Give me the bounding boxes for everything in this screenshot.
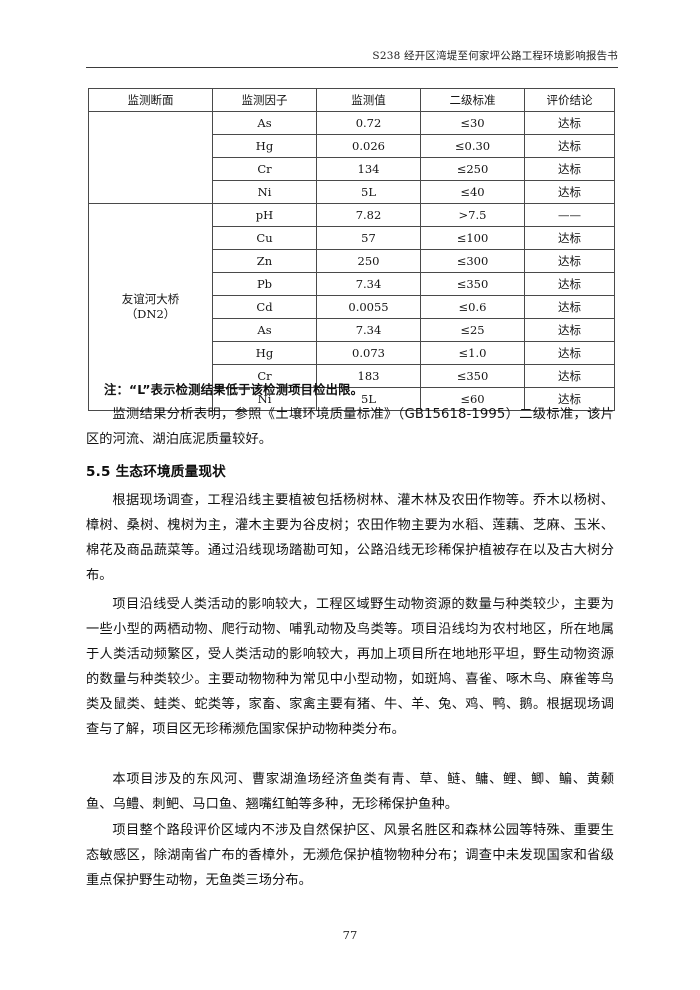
page-header: S238 经开区湾堤至何家坪公路工程环境影响报告书 xyxy=(86,48,618,74)
table-row: Cr 134 ≤250 达标 xyxy=(89,157,615,181)
cell-conclusion: 达标 xyxy=(524,157,615,181)
cell-factor: Ni xyxy=(212,387,317,411)
cell-standard: ≤40 xyxy=(420,180,525,204)
table-row: Pb 7.34 ≤350 达标 xyxy=(89,272,615,296)
cell-value: 5L xyxy=(316,180,421,204)
cell-factor: Hg xyxy=(212,341,317,365)
cell-factor: Zn xyxy=(212,249,317,273)
cell-value: 5L xyxy=(316,387,421,411)
column-header-section: 监测断面 xyxy=(88,88,213,112)
cell-value: 134 xyxy=(316,157,421,181)
cell-conclusion: 达标 xyxy=(524,111,615,135)
cell-value: 7.82 xyxy=(316,203,421,227)
paragraph-fish-species: 本项目涉及的东风河、曹家湖渔场经济鱼类有青、草、鲢、鳙、鲤、鲫、鳊、黄颡鱼、乌鳢… xyxy=(86,772,614,812)
column-header-standard: 二级标准 xyxy=(420,88,525,112)
table-row: Hg 0.026 ≤0.30 达标 xyxy=(89,134,615,158)
cell-factor: Cr xyxy=(212,157,317,181)
cell-factor: Cd xyxy=(212,295,317,319)
cell-standard: ≤60 xyxy=(420,387,525,411)
cell-standard: ≤30 xyxy=(420,111,525,135)
column-header-factor: 监测因子 xyxy=(212,88,317,112)
table-note: 注：“L”表示检测结果低于该检测项目检出限。 xyxy=(104,383,364,397)
table-row: As 7.34 ≤25 达标 xyxy=(89,318,615,342)
page-number: 77 xyxy=(342,928,358,942)
cell-standard: ≤25 xyxy=(420,318,525,342)
table-row: Ni 5L ≤40 达标 xyxy=(89,180,615,204)
section-heading-5-5: 5.5 生态环境质量现状 xyxy=(86,464,226,480)
cell-factor: pH xyxy=(212,203,317,227)
cell-factor: Ni xyxy=(212,180,317,204)
monitoring-results-table: 监测断面 监测因子 监测值 二级标准 评价结论 As 0.72 ≤30 达标 H xyxy=(88,88,615,411)
cell-factor: As xyxy=(212,111,317,135)
column-header-value: 监测值 xyxy=(316,88,421,112)
cell-value: 0.026 xyxy=(316,134,421,158)
cell-standard: ≤350 xyxy=(420,272,525,296)
cell-standard: ≤0.6 xyxy=(420,295,525,319)
header-rule xyxy=(86,67,618,68)
cell-standard: ≤250 xyxy=(420,157,525,181)
section-name-line2: （DN2） xyxy=(125,307,176,321)
cell-conclusion: 达标 xyxy=(524,249,615,273)
paragraph-protected-areas: 项目整个路段评价区域内不涉及自然保护区、风景名胜区和森林公园等特殊、重要生态敏感… xyxy=(86,823,614,888)
column-header-conclusion: 评价结论 xyxy=(524,88,615,112)
cell-value: 250 xyxy=(316,249,421,273)
cell-factor: Cu xyxy=(212,226,317,250)
cell-conclusion: 达标 xyxy=(524,318,615,342)
cell-value: 57 xyxy=(316,226,421,250)
paragraph-fauna: 项目沿线受人类活动的影响较大，工程区域野生动物资源的数量与种类较少，主要为一些小… xyxy=(86,597,614,737)
cell-conclusion: 达标 xyxy=(524,134,615,158)
cell-value: 0.72 xyxy=(316,111,421,135)
cell-value: 7.34 xyxy=(316,272,421,296)
cell-standard: ≤300 xyxy=(420,249,525,273)
cell-standard: ≤350 xyxy=(420,364,525,388)
cell-value: 0.0055 xyxy=(316,295,421,319)
cell-conclusion: 达标 xyxy=(524,272,615,296)
paragraph-vegetation: 根据现场调查，工程沿线主要植被包括杨树林、灌木林及农田作物等。乔木以杨树、樟树、… xyxy=(86,493,614,583)
monitoring-results-table-wrapper: 监测断面 监测因子 监测值 二级标准 评价结论 As 0.72 ≤30 达标 H xyxy=(88,88,615,411)
running-title: S238 经开区湾堤至何家坪公路工程环境影响报告书 xyxy=(372,50,618,62)
table-row: Hg 0.073 ≤1.0 达标 xyxy=(89,341,615,365)
section-cell-continued xyxy=(88,111,213,204)
cell-conclusion: 达标 xyxy=(524,226,615,250)
paragraph-soil-conclusion: 监测结果分析表明，参照《土壤环境质量标准》（GB15618-1995）二级标准，… xyxy=(86,407,614,447)
table-row: Cu 57 ≤100 达标 xyxy=(89,226,615,250)
cell-factor: As xyxy=(212,318,317,342)
cell-standard: ≤1.0 xyxy=(420,341,525,365)
cell-conclusion: 达标 xyxy=(524,387,615,411)
table-row: As 0.72 ≤30 达标 xyxy=(88,111,615,204)
cell-conclusion: 达标 xyxy=(524,295,615,319)
cell-value: 183 xyxy=(316,364,421,388)
cell-standard: >7.5 xyxy=(420,203,525,227)
cell-conclusion: —— xyxy=(524,203,615,227)
cell-factor: Hg xyxy=(212,134,317,158)
cell-conclusion: 达标 xyxy=(524,364,615,388)
cell-standard: ≤100 xyxy=(420,226,525,250)
table-row: 友谊河大桥 （DN2） pH 7.82 >7.5 —— xyxy=(88,203,615,411)
cell-value: 7.34 xyxy=(316,318,421,342)
table-header-row: 监测断面 监测因子 监测值 二级标准 评价结论 xyxy=(88,88,615,112)
cell-factor: Pb xyxy=(212,272,317,296)
section-name-line1: 友谊河大桥 xyxy=(121,292,180,306)
table-row: Ni 5L ≤60 达标 xyxy=(89,387,615,411)
table-row: Cd 0.0055 ≤0.6 达标 xyxy=(89,295,615,319)
cell-standard: ≤0.30 xyxy=(420,134,525,158)
cell-value: 0.073 xyxy=(316,341,421,365)
cell-conclusion: 达标 xyxy=(524,180,615,204)
cell-conclusion: 达标 xyxy=(524,341,615,365)
